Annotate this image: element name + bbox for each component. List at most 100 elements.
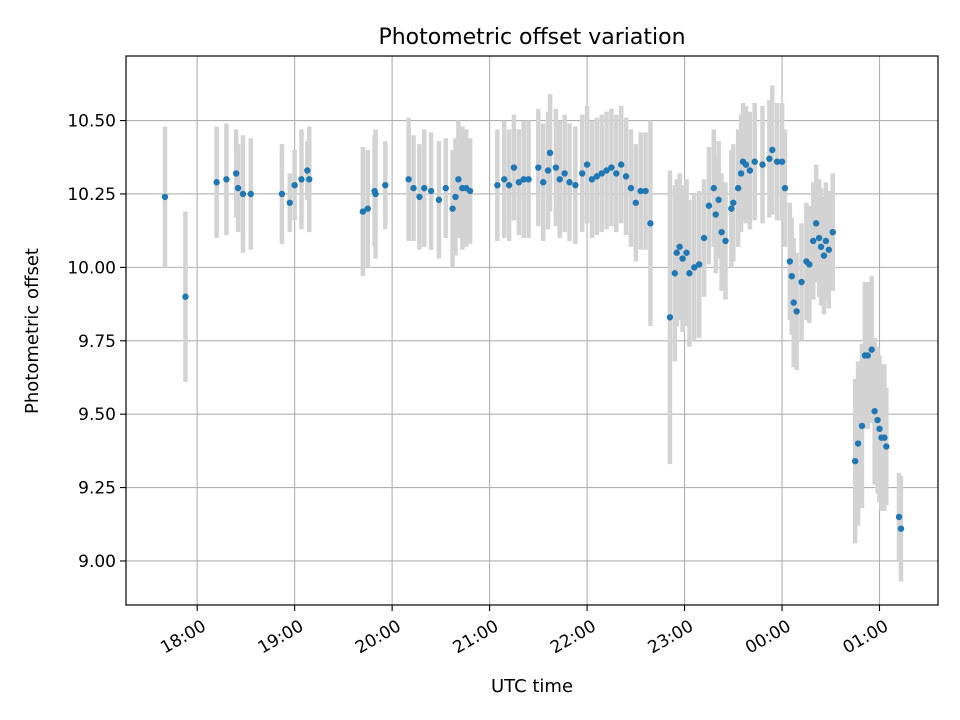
data-point (778, 158, 786, 165)
data-point (632, 199, 640, 206)
data-point (608, 164, 615, 171)
y-tick-label: 10.50 (67, 112, 116, 132)
data-point (561, 170, 568, 177)
data-point (161, 193, 169, 201)
data-point (598, 170, 605, 177)
data-point (494, 181, 501, 189)
data-point (815, 234, 823, 242)
data-point (306, 176, 313, 183)
data-point (695, 261, 703, 268)
data-point (613, 170, 620, 177)
data-point (746, 167, 754, 174)
y-tick-label: 10.25 (67, 185, 116, 205)
data-point (405, 176, 412, 183)
data-point (766, 155, 773, 162)
data-point (421, 184, 428, 192)
x-tick-label: 22:00 (547, 616, 599, 658)
x-tick-label: 19:00 (255, 616, 307, 658)
data-point (874, 416, 881, 424)
data-point (359, 208, 367, 215)
data-point (712, 211, 719, 218)
data-point (552, 164, 560, 171)
data-point (627, 184, 635, 192)
data-point (647, 220, 654, 227)
x-tick-label: 20:00 (352, 616, 404, 658)
data-point (737, 170, 745, 177)
x-tick-label: 00:00 (742, 616, 794, 658)
data-point (427, 187, 435, 195)
data-point (786, 258, 794, 265)
data-point (593, 173, 601, 180)
data-point (895, 513, 903, 521)
data-point (510, 164, 518, 171)
data-point (232, 170, 240, 177)
data-point (239, 190, 247, 198)
y-tick-label: 10.00 (67, 258, 116, 278)
data-point (544, 167, 552, 174)
data-point (691, 264, 698, 271)
data-point (455, 176, 462, 183)
x-tick-label: 21:00 (450, 616, 502, 658)
grid (126, 56, 938, 605)
x-tick-label: 23:00 (645, 616, 697, 658)
data-point (291, 181, 298, 189)
data-point (540, 179, 547, 186)
data-point (864, 352, 872, 359)
data-point (710, 184, 717, 192)
y-tick-label: 9.25 (78, 479, 116, 499)
data-point (825, 246, 833, 253)
y-tick-label: 9.00 (78, 552, 116, 572)
data-point (700, 234, 708, 242)
data-point (666, 314, 674, 321)
data-point (278, 190, 286, 198)
plot-area-frame (125, 55, 939, 606)
data-point (793, 308, 800, 315)
data-point (520, 176, 527, 183)
data-point (715, 196, 722, 204)
data-point (435, 196, 443, 204)
data-point (583, 161, 591, 168)
data-point (515, 179, 523, 186)
data-point (781, 184, 789, 192)
data-point (897, 525, 905, 532)
data-point (449, 205, 456, 212)
data-point (525, 176, 532, 183)
data-point (883, 443, 890, 450)
data-point (728, 205, 735, 212)
data-point (505, 181, 513, 189)
data-point (686, 270, 693, 277)
data-point (817, 243, 825, 251)
error-bars (162, 85, 904, 582)
data-point (790, 299, 797, 306)
y-axis-label: Photometric offset (22, 248, 43, 414)
data-point (566, 179, 573, 186)
chart-title: Photometric offset variation (378, 25, 685, 50)
data-point (410, 184, 417, 192)
data-point (722, 237, 729, 245)
data-point (617, 161, 625, 168)
data-point (820, 252, 828, 259)
data-point (718, 228, 725, 236)
data-point (622, 173, 630, 180)
data-point (679, 255, 686, 262)
y-tick-label: 9.50 (78, 405, 116, 425)
data-point (382, 181, 389, 189)
data-point (642, 187, 649, 195)
data-point (829, 228, 836, 236)
data-point (734, 184, 742, 192)
data-point (812, 220, 820, 227)
data-point (572, 181, 579, 189)
data-point (588, 176, 596, 183)
data-point (637, 187, 644, 195)
data-points (161, 146, 905, 532)
data-point (876, 425, 883, 433)
data-point (452, 193, 459, 201)
data-point (442, 184, 449, 192)
data-point (769, 146, 776, 154)
data-point (372, 190, 379, 198)
data-point (247, 190, 254, 198)
data-point (683, 249, 690, 256)
data-point (304, 167, 311, 174)
data-point (730, 199, 737, 206)
x-axis-label: UTC time (491, 676, 573, 697)
